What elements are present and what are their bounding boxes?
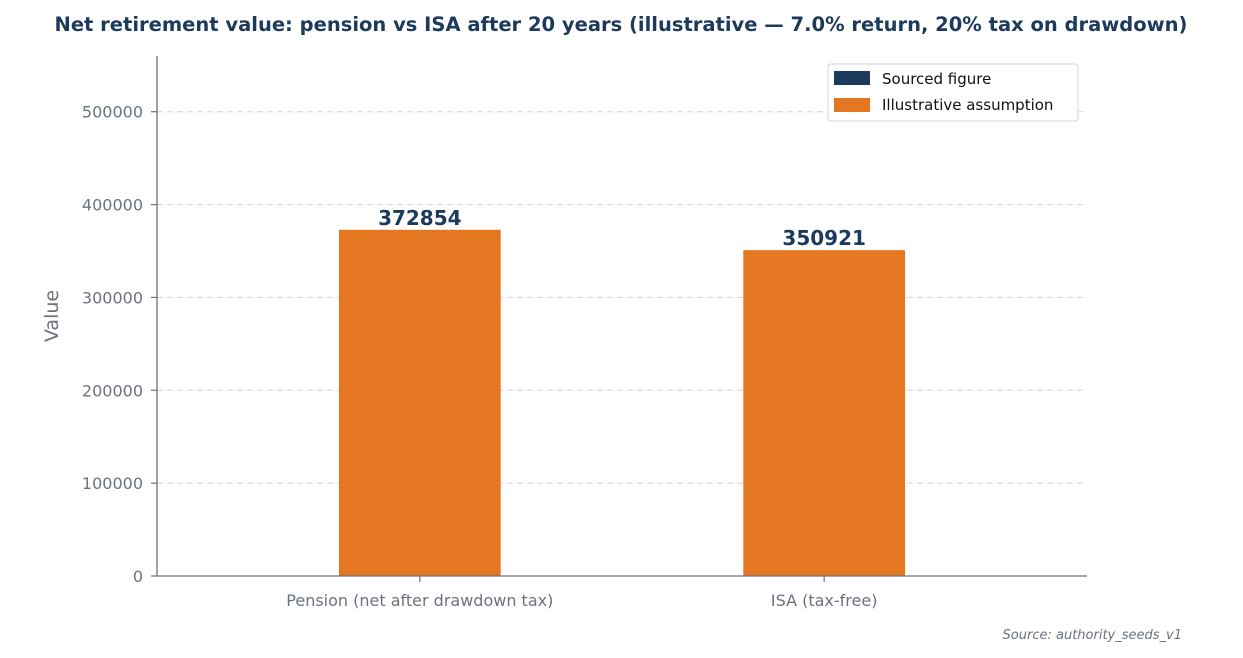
source-note: Source: authority_seeds_v1 (1003, 628, 1182, 643)
y-tick-label: 200000 (82, 381, 143, 400)
bar-0 (338, 229, 501, 576)
y-axis-ticks: 0 100000 200000 300000 400000 500000 (82, 103, 157, 586)
x-tick-label: ISA (tax-free) (771, 591, 878, 610)
y-tick-label: 300000 (82, 288, 143, 307)
bars (338, 229, 906, 577)
y-tick-label: 100000 (82, 474, 143, 493)
bar-value-label: 350921 (782, 226, 866, 250)
legend-swatch-illustrative (834, 98, 870, 112)
legend-label-sourced: Sourced figure (882, 70, 991, 88)
x-axis-ticks: Pension (net after drawdown tax) ISA (tax… (286, 576, 877, 610)
legend: Sourced figure Illustrative assumption (827, 63, 1079, 122)
x-tick-label: Pension (net after drawdown tax) (286, 591, 553, 610)
legend-swatch-sourced (834, 71, 870, 85)
gridlines (157, 111, 1087, 484)
chart-title: Net retirement value: pension vs ISA aft… (55, 13, 1188, 36)
legend-frame (827, 63, 1079, 122)
axes (156, 56, 1087, 577)
legend-label-illustrative: Illustrative assumption (882, 96, 1053, 114)
bar-1 (743, 250, 906, 577)
y-axis-label: Value (41, 290, 63, 342)
bar-value-label: 372854 (378, 206, 462, 230)
y-tick-label: 500000 (82, 103, 143, 122)
y-tick-label: 0 (133, 567, 143, 586)
y-tick-label: 400000 (82, 196, 143, 215)
bar-value-labels: 372854 350921 (378, 206, 866, 250)
